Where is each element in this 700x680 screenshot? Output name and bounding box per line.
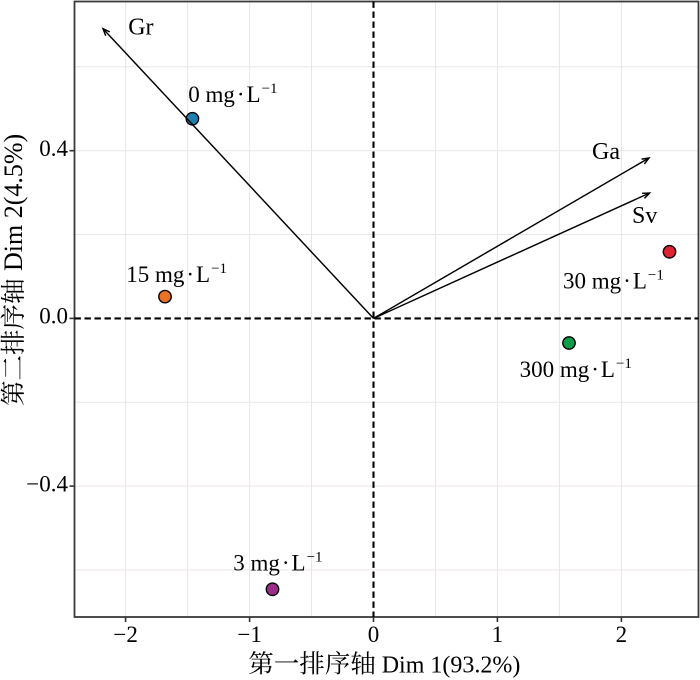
svg-text:1: 1 <box>492 622 504 647</box>
svg-text:−1: −1 <box>237 622 261 647</box>
svg-text:300 mg·L−1: 300 mg·L−1 <box>520 356 632 382</box>
svg-text:Dim 1(93.2%): Dim 1(93.2%) <box>382 653 521 679</box>
svg-text:2: 2 <box>616 622 628 647</box>
svg-text:Sv: Sv <box>632 203 657 229</box>
svg-text:Dim 2(4.5%): Dim 2(4.5%) <box>0 134 28 271</box>
svg-text:−2: −2 <box>113 622 137 647</box>
svg-text:0: 0 <box>368 622 380 647</box>
svg-text:3 mg·L−1: 3 mg·L−1 <box>233 550 322 576</box>
svg-text:−0.4: −0.4 <box>26 471 68 496</box>
svg-text:Ga: Ga <box>592 139 620 165</box>
svg-text:15 mg·L−1: 15 mg·L−1 <box>126 261 227 287</box>
svg-text:Gr: Gr <box>128 14 153 40</box>
svg-text:0.4: 0.4 <box>39 136 68 161</box>
svg-text:0.0: 0.0 <box>39 304 68 329</box>
